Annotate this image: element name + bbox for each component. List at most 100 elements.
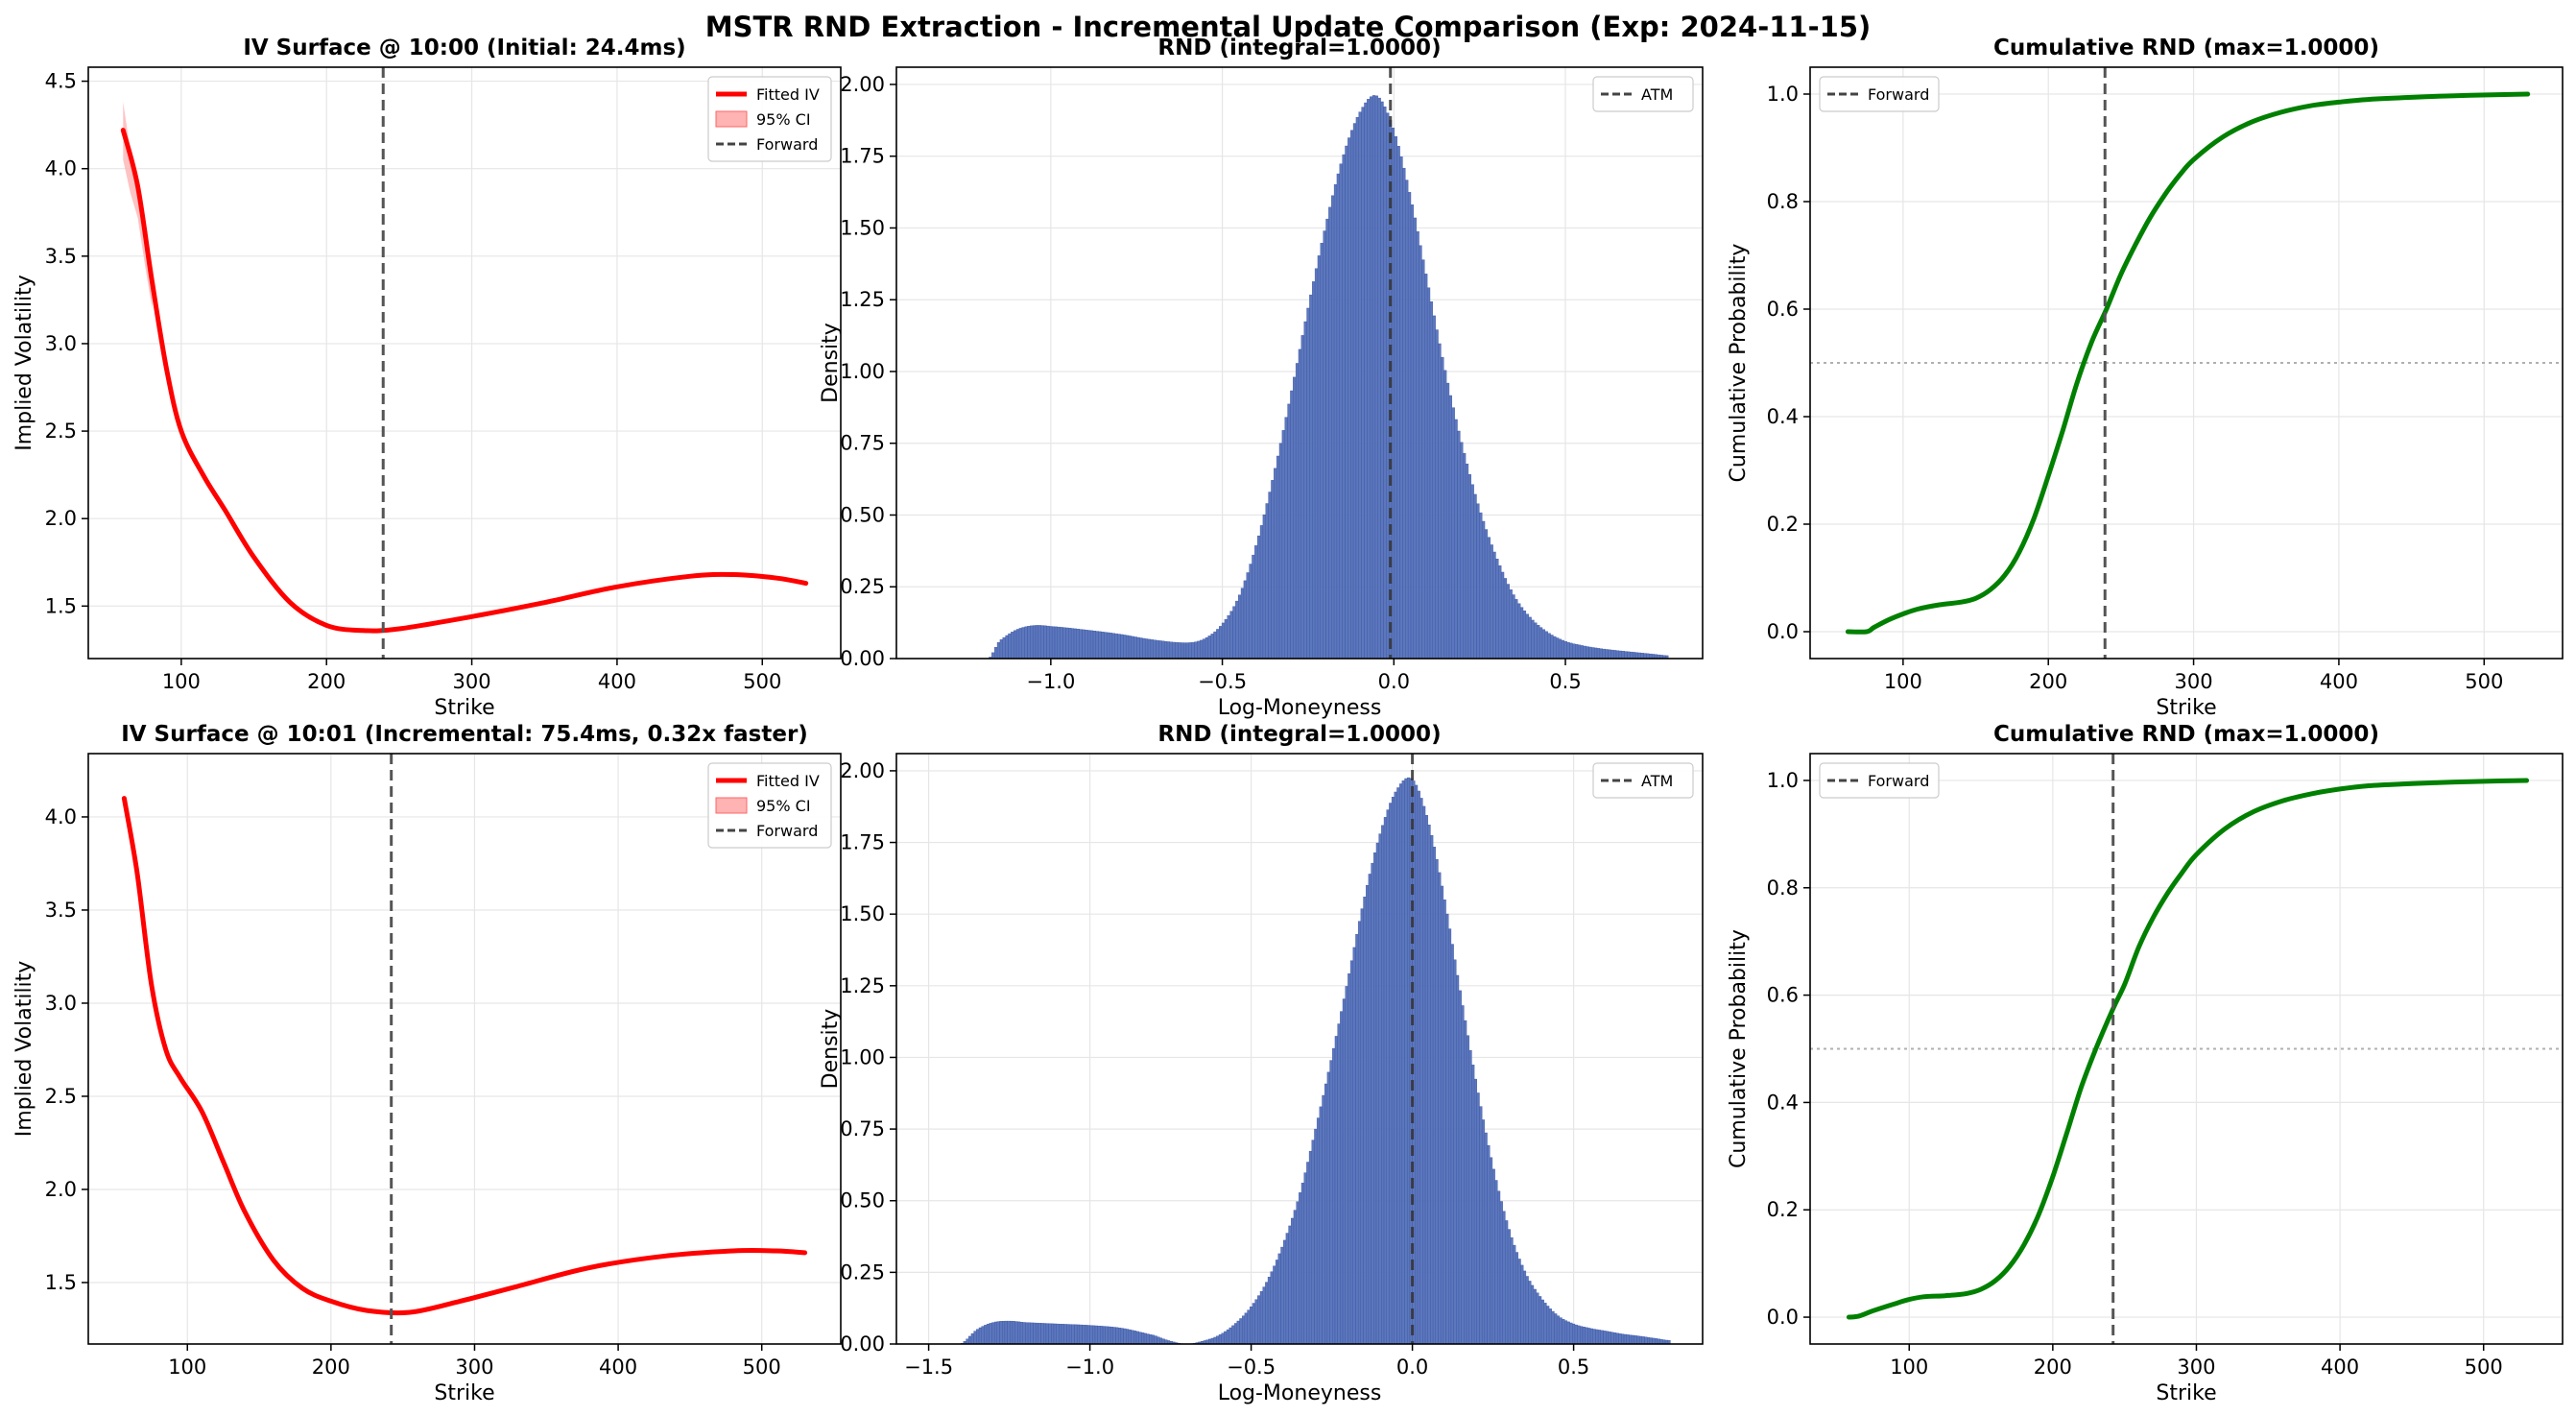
legend-label: Fitted IV — [756, 85, 820, 104]
density-bar — [1252, 554, 1255, 659]
density-bar — [1495, 559, 1499, 659]
density-bar — [1509, 589, 1513, 659]
density-bar — [1303, 321, 1307, 659]
density-bar — [1572, 1323, 1576, 1344]
axes-frame — [895, 753, 1704, 1345]
density-bar — [999, 1321, 1003, 1344]
density-bar — [1575, 644, 1579, 659]
density-bar — [1216, 629, 1220, 659]
y-tick-label: 0.2 — [1767, 1198, 1799, 1221]
density-bar — [1522, 611, 1527, 659]
y-tick-label: 1.75 — [840, 831, 885, 854]
density-bar — [1438, 343, 1442, 659]
plot-area — [121, 796, 808, 1316]
density-bar — [1308, 1150, 1312, 1344]
density-bar — [1528, 1281, 1532, 1344]
density-bar — [1076, 1324, 1081, 1344]
density-bar — [1188, 642, 1192, 659]
y-tick-label: 2.5 — [45, 1085, 77, 1108]
density-bar — [1298, 348, 1302, 659]
density-bar — [1284, 417, 1288, 659]
density-bar — [1593, 647, 1598, 659]
density-bar — [996, 1321, 1000, 1344]
density-bar — [1553, 636, 1557, 659]
density-bar — [1592, 1329, 1596, 1344]
density-bar — [1007, 1320, 1011, 1344]
density-bar — [1035, 1322, 1039, 1344]
x-axis-label: Strike — [434, 696, 494, 720]
density-bar — [1538, 627, 1543, 659]
density-bar — [1194, 641, 1198, 659]
density-bar — [1254, 1299, 1258, 1344]
density-bar — [1109, 1327, 1113, 1344]
density-bar — [1610, 649, 1614, 659]
density-bar — [1497, 1190, 1501, 1344]
y-axis-label: Cumulative Probability — [1727, 244, 1751, 483]
density-bar — [1085, 630, 1088, 659]
density-bar — [1546, 1306, 1550, 1344]
density-bar — [1627, 651, 1631, 659]
density-bar — [1453, 959, 1457, 1344]
density-bar — [1045, 1323, 1049, 1344]
density-bar — [1595, 1329, 1599, 1344]
density-bar — [1115, 1327, 1119, 1344]
x-tick-label: 200 — [2034, 1356, 2072, 1379]
density-bar — [1424, 815, 1428, 1344]
density-bar — [1457, 430, 1461, 659]
density-bar — [1017, 1321, 1021, 1344]
density-bar — [1637, 652, 1641, 659]
density-bar — [1381, 825, 1385, 1344]
density-bar — [1300, 1183, 1304, 1344]
density-bar — [1435, 859, 1439, 1344]
plot-area — [961, 777, 1671, 1344]
density-bar — [1098, 631, 1102, 659]
density-bar — [1054, 626, 1059, 659]
y-axis-label: Cumulative Probability — [1727, 929, 1751, 1168]
density-bar — [1185, 642, 1190, 659]
density-bar — [1596, 648, 1601, 659]
density-bar — [1231, 1325, 1235, 1344]
density-bar — [1126, 1329, 1130, 1344]
x-tick-label: 300 — [453, 670, 491, 693]
x-tick-label: 200 — [312, 1356, 350, 1379]
iv-surface-initial-panel: 100 200 300 400 500 1.5 2.0 2.5 3.0 3.5 4.0 4.5 IV S… — [12, 36, 842, 720]
y-tick-label: 1.00 — [840, 360, 885, 383]
y-tick-label: 4.5 — [45, 70, 77, 93]
density-bar — [1219, 626, 1223, 659]
density-bar — [1314, 268, 1319, 659]
density-bar — [1322, 1094, 1325, 1344]
legend-box — [1819, 762, 1940, 799]
density-bar — [1191, 641, 1195, 659]
density-bar — [1154, 1335, 1157, 1344]
density-bar — [1108, 1326, 1111, 1344]
panel-title: Cumulative RND (max=1.0000) — [1993, 36, 2379, 60]
panel-title: RND (integral=1.0000) — [1157, 722, 1441, 747]
density-bar — [1275, 1260, 1279, 1344]
density-bar — [1492, 551, 1496, 659]
x-tick-label: 100 — [168, 1356, 206, 1379]
y-tick-label: 0.6 — [1767, 984, 1799, 1007]
density-bar — [1377, 97, 1381, 659]
density-bar — [1525, 1276, 1529, 1344]
density-bar — [1265, 503, 1269, 659]
density-bar — [1089, 630, 1094, 659]
density-bar — [1396, 787, 1400, 1344]
y-tick-label: 1.50 — [840, 902, 885, 925]
density-bar — [1401, 780, 1405, 1344]
density-bar — [999, 639, 1003, 659]
density-bar — [1534, 622, 1538, 659]
density-bar — [1085, 1325, 1088, 1344]
density-bar — [1636, 1335, 1640, 1344]
density-bar — [1002, 1320, 1006, 1344]
density-bar — [1371, 95, 1376, 659]
density-bar — [1481, 520, 1486, 659]
density-bar — [1634, 652, 1639, 659]
density-bar — [1515, 1252, 1519, 1344]
density-bar — [1033, 1322, 1037, 1344]
density-bar — [1218, 1334, 1222, 1344]
density-bar — [1632, 652, 1636, 659]
y-tick-label: 3.0 — [45, 332, 77, 355]
density-bar — [1226, 1329, 1229, 1344]
x-tick-label: 0.5 — [1549, 670, 1581, 693]
legend-label: Forward — [756, 135, 818, 154]
